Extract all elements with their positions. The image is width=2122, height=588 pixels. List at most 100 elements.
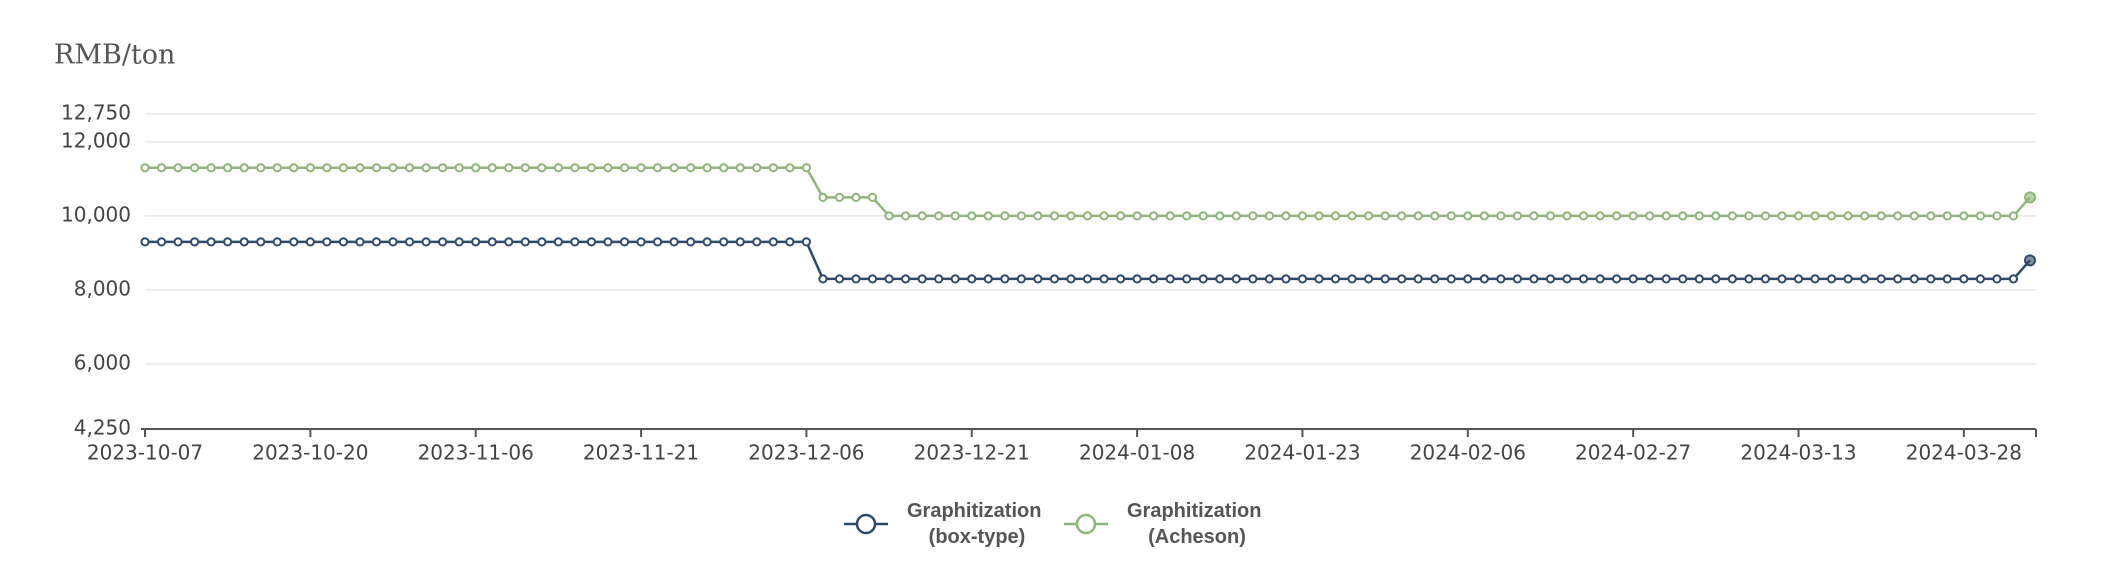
data-point (1479, 274, 1489, 284)
data-point (950, 274, 960, 284)
data-point (1082, 211, 1093, 221)
data-point (1066, 211, 1076, 221)
data-point (206, 163, 216, 173)
data-point (901, 274, 911, 284)
data-point (454, 237, 464, 247)
legend-label: Graphitization (box-type) (907, 500, 1047, 548)
data-point (1992, 274, 2002, 284)
data-point (404, 163, 415, 173)
data-point (1115, 211, 1126, 221)
data-point (1612, 274, 1622, 284)
data-point (818, 192, 828, 202)
data-point (586, 237, 597, 247)
data-point (967, 274, 977, 284)
data-point (520, 237, 530, 247)
data-point (355, 163, 365, 173)
data-point (1612, 211, 1622, 221)
data-point (801, 237, 812, 247)
data-point (1678, 211, 1688, 221)
data-point (1496, 274, 1506, 284)
data-point (1446, 211, 1456, 221)
data-point (1314, 274, 1324, 284)
data-point (140, 237, 150, 247)
data-point (256, 237, 266, 247)
data-point (1430, 211, 1440, 221)
data-point (553, 237, 563, 247)
data-point (1860, 274, 1870, 284)
data-point (1297, 274, 1308, 284)
data-point (652, 163, 663, 173)
data-point (388, 237, 398, 247)
data-point (272, 163, 282, 173)
data-point (1843, 211, 1853, 221)
data-point (1562, 274, 1572, 284)
data-point (438, 237, 448, 247)
data-point (983, 274, 993, 284)
data-point (1281, 274, 1291, 284)
data-point (702, 237, 712, 247)
data-point (1479, 211, 1489, 221)
data-point (504, 237, 514, 247)
data-point (1595, 274, 1605, 284)
data-point (1876, 274, 1886, 284)
data-point (1777, 274, 1787, 284)
data-point (239, 163, 249, 173)
data-point (504, 163, 514, 173)
data-point (1000, 274, 1010, 284)
data-point (1182, 211, 1192, 221)
data-point (1727, 211, 1737, 221)
data-point (1248, 211, 1258, 221)
data-point (1678, 274, 1688, 284)
data-point (256, 163, 266, 173)
data-point (1578, 211, 1589, 221)
x-tick-label: 2023-12-21 (914, 441, 1030, 465)
data-point (223, 237, 233, 247)
data-point (801, 163, 812, 173)
data-point (917, 211, 927, 221)
data-point (686, 237, 696, 247)
legend-marker (1075, 513, 1097, 535)
data-point (1397, 274, 1407, 284)
data-point (1397, 211, 1407, 221)
data-point (1264, 274, 1274, 284)
data-point (1149, 274, 1159, 284)
data-point (404, 237, 415, 247)
data-point (1926, 211, 1936, 221)
data-point (619, 163, 630, 173)
data-point (1992, 211, 2002, 221)
data-point (1793, 211, 1804, 221)
data-point (586, 163, 597, 173)
data-point (1264, 211, 1274, 221)
data-point (1198, 274, 1208, 284)
data-point (1645, 274, 1655, 284)
data-point (967, 211, 977, 221)
y-tick-label: 12,750 (61, 101, 131, 125)
data-point (1198, 211, 1208, 221)
data-point (1744, 274, 1754, 284)
data-point (934, 274, 944, 284)
data-point (1694, 211, 1704, 221)
data-point (1314, 211, 1324, 221)
x-tick-label: 2023-11-06 (418, 441, 534, 465)
data-point (1132, 274, 1142, 284)
data-point (1595, 211, 1605, 221)
data-point (1000, 211, 1010, 221)
x-tick-label: 2024-03-28 (1906, 441, 2022, 465)
data-point (206, 237, 216, 247)
data-point (686, 163, 696, 173)
data-point (1215, 274, 1225, 284)
data-point (1942, 274, 1952, 284)
data-point (702, 163, 712, 173)
data-point (289, 237, 299, 247)
data-point (1810, 211, 1820, 221)
data-point (1512, 211, 1523, 221)
series-line (145, 240, 2031, 281)
data-point (1115, 274, 1126, 284)
data-point (834, 274, 845, 284)
data-point (983, 211, 993, 221)
data-point (867, 274, 878, 284)
data-point (603, 163, 613, 173)
data-point (1909, 274, 1919, 284)
data-point (818, 274, 828, 284)
data-point (719, 237, 729, 247)
